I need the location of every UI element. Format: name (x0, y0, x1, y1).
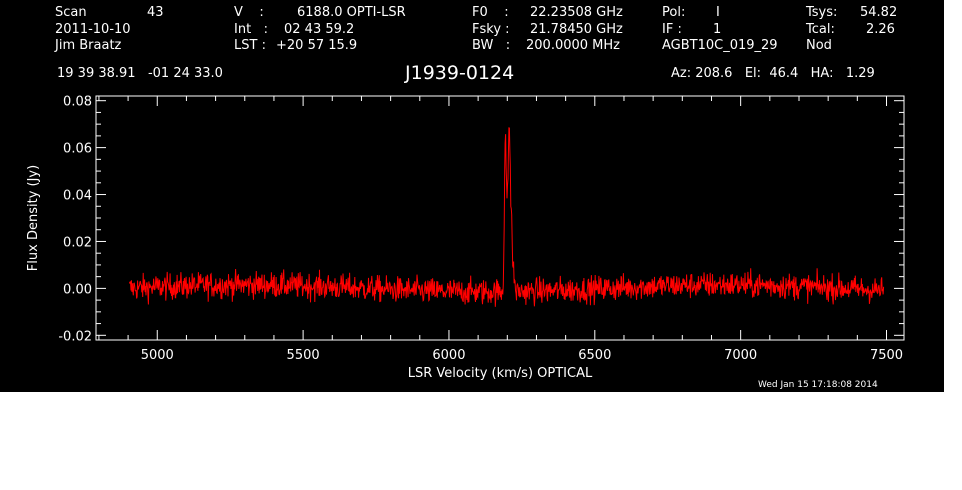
mode-label: Nod (806, 38, 832, 53)
spectrum-chart: 5000 5500 6000 6500 7000 7500 -0.02 0.00 0.02 0.0… (26, 95, 905, 381)
y-tick-label: 0.00 (63, 282, 92, 297)
bw-key: BW : (472, 38, 511, 53)
y-axis-label: Flux Density (Jy) (26, 165, 41, 271)
y-tick-label: 0.08 (63, 95, 92, 110)
if-value: 1 (713, 22, 722, 37)
pol-value: I (716, 5, 720, 20)
x-tick-label: 7500 (870, 348, 903, 363)
scan-number: 43 (147, 5, 164, 20)
tcal-value: 2.26 (866, 22, 895, 37)
lst-key: LST : (234, 38, 266, 53)
x-tick-label: 6000 (432, 348, 465, 363)
x-axis-label: LSR Velocity (km/s) OPTICAL (408, 366, 593, 381)
timestamp: Wed Jan 15 17:18:08 2014 (758, 380, 878, 390)
x-tick-label: 5500 (287, 348, 320, 363)
az-el-ha: Az: 208.6 El: 46.4 HA: 1.29 (671, 66, 875, 81)
project-label: AGBT10C_019_29 (662, 38, 778, 53)
velocity-value: 6188.0 OPTI-LSR (297, 5, 406, 20)
observer-label: Jim Braatz (55, 38, 122, 53)
lst-value: +20 57 15.9 (276, 38, 358, 53)
spectrum-line (129, 127, 885, 307)
tcal-key: Tcal: (806, 22, 835, 37)
bw-value: 200.0000 MHz (526, 38, 620, 53)
x-tick-label: 7000 (724, 348, 757, 363)
x-tick-label: 5000 (141, 348, 174, 363)
scan-label: Scan (55, 5, 87, 20)
if-key: IF : (662, 22, 682, 37)
y-tick-label: 0.06 (63, 142, 92, 157)
x-tick-label: 6500 (578, 348, 611, 363)
f0-key: F0 : (472, 5, 509, 20)
fsky-key: Fsky : (472, 22, 510, 37)
tsys-value: 54.82 (860, 5, 898, 20)
pol-key: Pol: (662, 5, 686, 20)
tsys-key: Tsys: (806, 5, 838, 20)
y-tick-label: 0.04 (63, 189, 92, 204)
int-value: 02 43 59.2 (284, 22, 355, 37)
y-tick-label: -0.02 (58, 329, 92, 344)
velocity-key: V : (234, 5, 264, 20)
y-tick-label: 0.02 (63, 235, 92, 250)
plot-panel (0, 0, 944, 392)
date-label: 2011-10-10 (55, 22, 131, 37)
f0-value: 22.23508 GHz (530, 5, 623, 20)
source-name: J1939-0124 (405, 62, 515, 84)
plot-frame (95, 95, 905, 341)
int-key: Int : (234, 22, 268, 37)
fsky-value: 21.78450 GHz (530, 22, 623, 37)
source-coords: 19 39 38.91 -01 24 33.0 (57, 66, 223, 81)
